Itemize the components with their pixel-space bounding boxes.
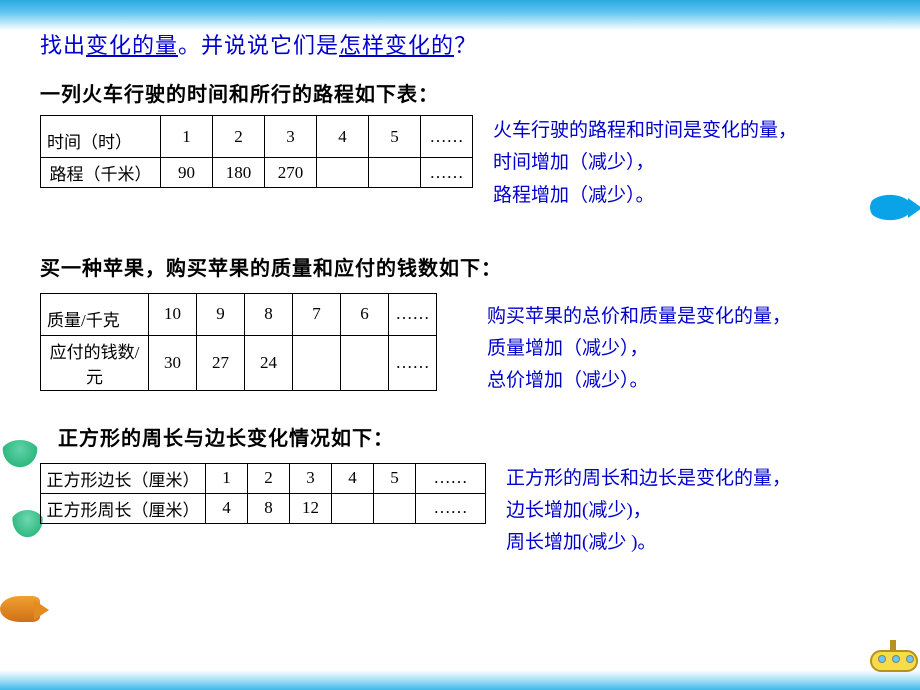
background-bottom-wave	[0, 670, 920, 690]
title-post: ？	[454, 33, 477, 58]
table-row: 正方形周长（厘米） 4 8 12 ……	[41, 493, 486, 523]
explain-line: 周长增加(减少 )。	[506, 527, 791, 559]
title-pre: 找出	[40, 33, 86, 58]
explain-line: 总价增加（减少）。	[487, 365, 791, 397]
train-explanation: 火车行驶的路程和时间是变化的量， 时间增加（减少）， 路程增加（减少）。	[493, 115, 797, 212]
title-underline-1: 变化的量	[86, 33, 178, 58]
table-cell: 1	[206, 463, 248, 493]
table-cell: 4	[317, 116, 369, 158]
table-cell: 24	[245, 335, 293, 390]
table-cell: 4	[206, 493, 248, 523]
explain-line: 路程增加（减少）。	[493, 180, 797, 212]
table-cell: 2	[248, 463, 290, 493]
table-cell: 4	[332, 463, 374, 493]
table-cell: 180	[213, 158, 265, 188]
square-table: 正方形边长（厘米） 1 2 3 4 5 …… 正方形周长（厘米） 4 8 12 …	[40, 463, 486, 524]
section-train: 一列火车行驶的时间和所行的路程如下表： 时间（时） 1 2 3 4 5 …… 路…	[40, 78, 885, 212]
table-cell	[369, 158, 421, 188]
explain-line: 质量增加（减少），	[487, 333, 791, 365]
table-cell: ……	[421, 158, 473, 188]
table-cell: 9	[197, 293, 245, 335]
row-label-side: 正方形边长（厘米）	[41, 463, 206, 493]
table-cell: 90	[161, 158, 213, 188]
table-cell: 270	[265, 158, 317, 188]
apple-table: 质量/千克 10 9 8 7 6 …… 应付的钱数/元 30 27 24 ……	[40, 293, 437, 391]
section-square: 正方形的周长与边长变化情况如下： 正方形边长（厘米） 1 2 3 4 5 …… …	[40, 422, 885, 560]
explain-line: 购买苹果的总价和质量是变化的量，	[487, 301, 791, 333]
table-cell: 10	[149, 293, 197, 335]
title-mid: 。并说说它们是	[178, 33, 339, 58]
section-train-heading: 一列火车行驶的时间和所行的路程如下表：	[40, 78, 885, 107]
explain-line: 火车行驶的路程和时间是变化的量，	[493, 115, 797, 147]
table-cell: 1	[161, 116, 213, 158]
orange-fish-icon	[0, 590, 55, 630]
table-cell: 7	[293, 293, 341, 335]
table-cell: 6	[341, 293, 389, 335]
table-cell: ……	[389, 335, 437, 390]
row-label-distance: 路程（千米）	[41, 158, 161, 188]
row-label-money: 应付的钱数/元	[41, 335, 149, 390]
page-title: 找出变化的量。并说说它们是怎样变化的？	[40, 28, 885, 60]
table-cell: 3	[290, 463, 332, 493]
title-underline-2: 怎样变化的	[339, 33, 454, 58]
table-row: 质量/千克 10 9 8 7 6 ……	[41, 293, 437, 335]
table-cell: 3	[265, 116, 317, 158]
train-table: 时间（时） 1 2 3 4 5 …… 路程（千米） 90 180 270 ……	[40, 115, 473, 188]
table-cell: 8	[245, 293, 293, 335]
section-square-heading: 正方形的周长与边长变化情况如下：	[40, 422, 885, 451]
table-cell	[317, 158, 369, 188]
table-cell: 27	[197, 335, 245, 390]
submarine-icon	[870, 640, 920, 675]
table-row: 应付的钱数/元 30 27 24 ……	[41, 335, 437, 390]
row-label-time: 时间（时）	[41, 116, 161, 158]
table-cell: ……	[421, 116, 473, 158]
table-cell: 30	[149, 335, 197, 390]
table-row: 时间（时） 1 2 3 4 5 ……	[41, 116, 473, 158]
row-label-mass: 质量/千克	[41, 293, 149, 335]
table-cell: 12	[290, 493, 332, 523]
table-cell	[293, 335, 341, 390]
table-cell: ……	[389, 293, 437, 335]
square-explanation: 正方形的周长和边长是变化的量， 边长增加(减少)， 周长增加(减少 )。	[506, 463, 791, 560]
table-cell: ……	[416, 493, 486, 523]
table-cell	[374, 493, 416, 523]
explain-line: 边长增加(减少)，	[506, 495, 791, 527]
row-label-perimeter: 正方形周长（厘米）	[41, 493, 206, 523]
table-cell: 5	[374, 463, 416, 493]
table-cell: ……	[416, 463, 486, 493]
table-cell	[332, 493, 374, 523]
table-row: 正方形边长（厘米） 1 2 3 4 5 ……	[41, 463, 486, 493]
section-apple-heading: 买一种苹果，购买苹果的质量和应付的钱数如下：	[40, 252, 885, 281]
slide-content: 找出变化的量。并说说它们是怎样变化的？ 一列火车行驶的时间和所行的路程如下表： …	[0, 0, 920, 594]
table-cell: 2	[213, 116, 265, 158]
table-cell: 8	[248, 493, 290, 523]
explain-line: 时间增加（减少），	[493, 147, 797, 179]
table-cell: 5	[369, 116, 421, 158]
section-apple: 买一种苹果，购买苹果的质量和应付的钱数如下： 质量/千克 10 9 8 7 6 …	[40, 252, 885, 398]
explain-line: 正方形的周长和边长是变化的量，	[506, 463, 791, 495]
table-row: 路程（千米） 90 180 270 ……	[41, 158, 473, 188]
table-cell	[341, 335, 389, 390]
apple-explanation: 购买苹果的总价和质量是变化的量， 质量增加（减少）， 总价增加（减少）。	[457, 293, 791, 398]
